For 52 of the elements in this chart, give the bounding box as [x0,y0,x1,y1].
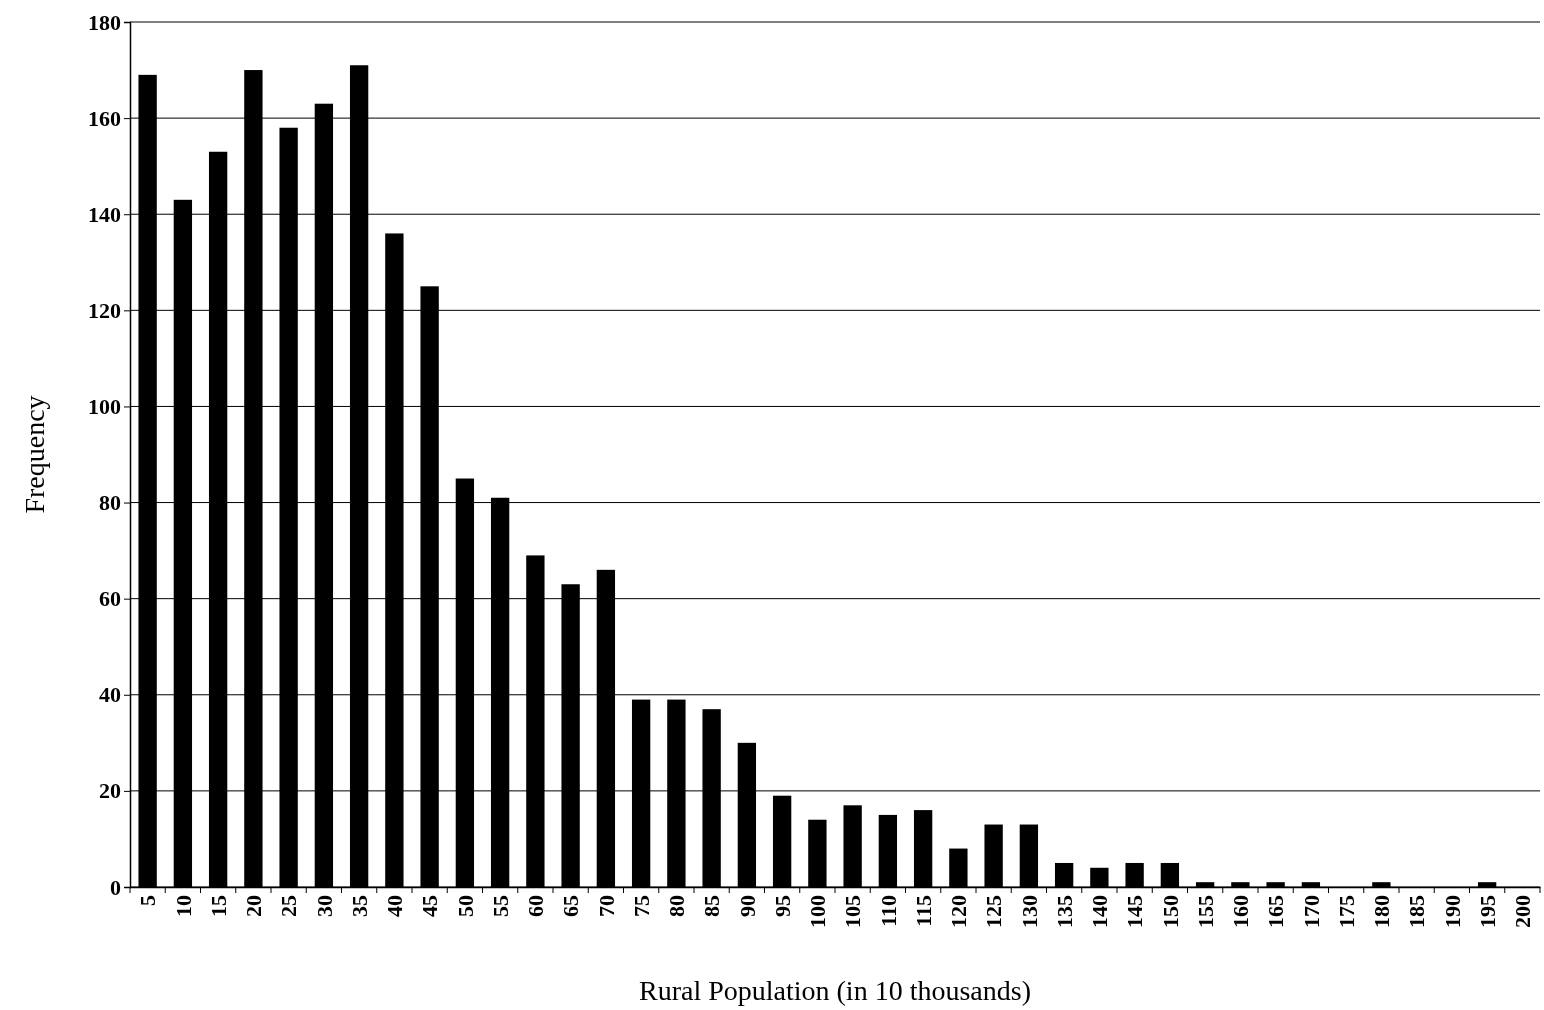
x-tick-label: 30 [311,895,337,917]
x-tick-label: 60 [523,895,549,917]
x-tick-label: 75 [628,895,654,917]
y-tick-label: 60 [99,586,121,612]
y-tick-label: 40 [99,682,121,708]
x-tick-label: 140 [1087,895,1113,928]
y-axis-title: Frequency [19,395,50,514]
x-tick-label: 5 [135,895,161,906]
y-tick-label: 120 [88,297,121,323]
y-tick-label: 160 [88,105,121,131]
x-tick-label: 20 [241,895,267,917]
x-axis-title: Rural Population (in 10 thousands) [639,975,1031,1006]
x-tick-label: 55 [487,895,513,917]
y-tick-label: 20 [99,778,121,804]
x-tick-label: 130 [1016,895,1042,928]
x-tick-label: 35 [346,895,372,917]
x-tick-label: 95 [769,895,795,917]
x-tick-label: 160 [1228,895,1254,928]
x-tick-label: 45 [417,895,443,917]
x-tick-label: 10 [170,895,196,917]
x-tick-label: 25 [276,895,302,917]
x-tick-label: 115 [910,895,936,927]
x-tick-label: 50 [452,895,478,917]
y-tick-label: 180 [88,9,121,35]
y-tick-label: 100 [88,393,121,419]
x-tick-label: 80 [664,895,690,917]
y-tick-label: 80 [99,490,121,516]
x-tick-label: 200 [1510,895,1536,928]
y-tick-label: 140 [88,201,121,227]
x-tick-label: 40 [382,895,408,917]
x-tick-label: 105 [840,895,866,928]
x-tick-label: 110 [875,895,901,927]
x-tick-label: 70 [593,895,619,917]
x-tick-label: 85 [699,895,725,917]
x-tick-label: 170 [1298,895,1324,928]
x-tick-label: 135 [1051,895,1077,928]
x-tick-label: 120 [946,895,972,928]
x-tick-label: 100 [805,895,831,928]
x-tick-label: 145 [1122,895,1148,928]
x-tick-label: 185 [1404,895,1430,928]
x-tick-label: 180 [1369,895,1395,928]
y-tick-label: 0 [110,874,121,900]
x-tick-label: 195 [1474,895,1500,928]
x-tick-label: 150 [1157,895,1183,928]
x-tick-label: 175 [1333,895,1359,928]
x-tick-label: 15 [205,895,231,917]
x-tick-label: 190 [1439,895,1465,928]
x-tick-label: 165 [1263,895,1289,928]
x-tick-label: 90 [734,895,760,917]
x-tick-label: 125 [981,895,1007,928]
x-tick-label: 155 [1192,895,1218,928]
x-tick-label: 65 [558,895,584,917]
